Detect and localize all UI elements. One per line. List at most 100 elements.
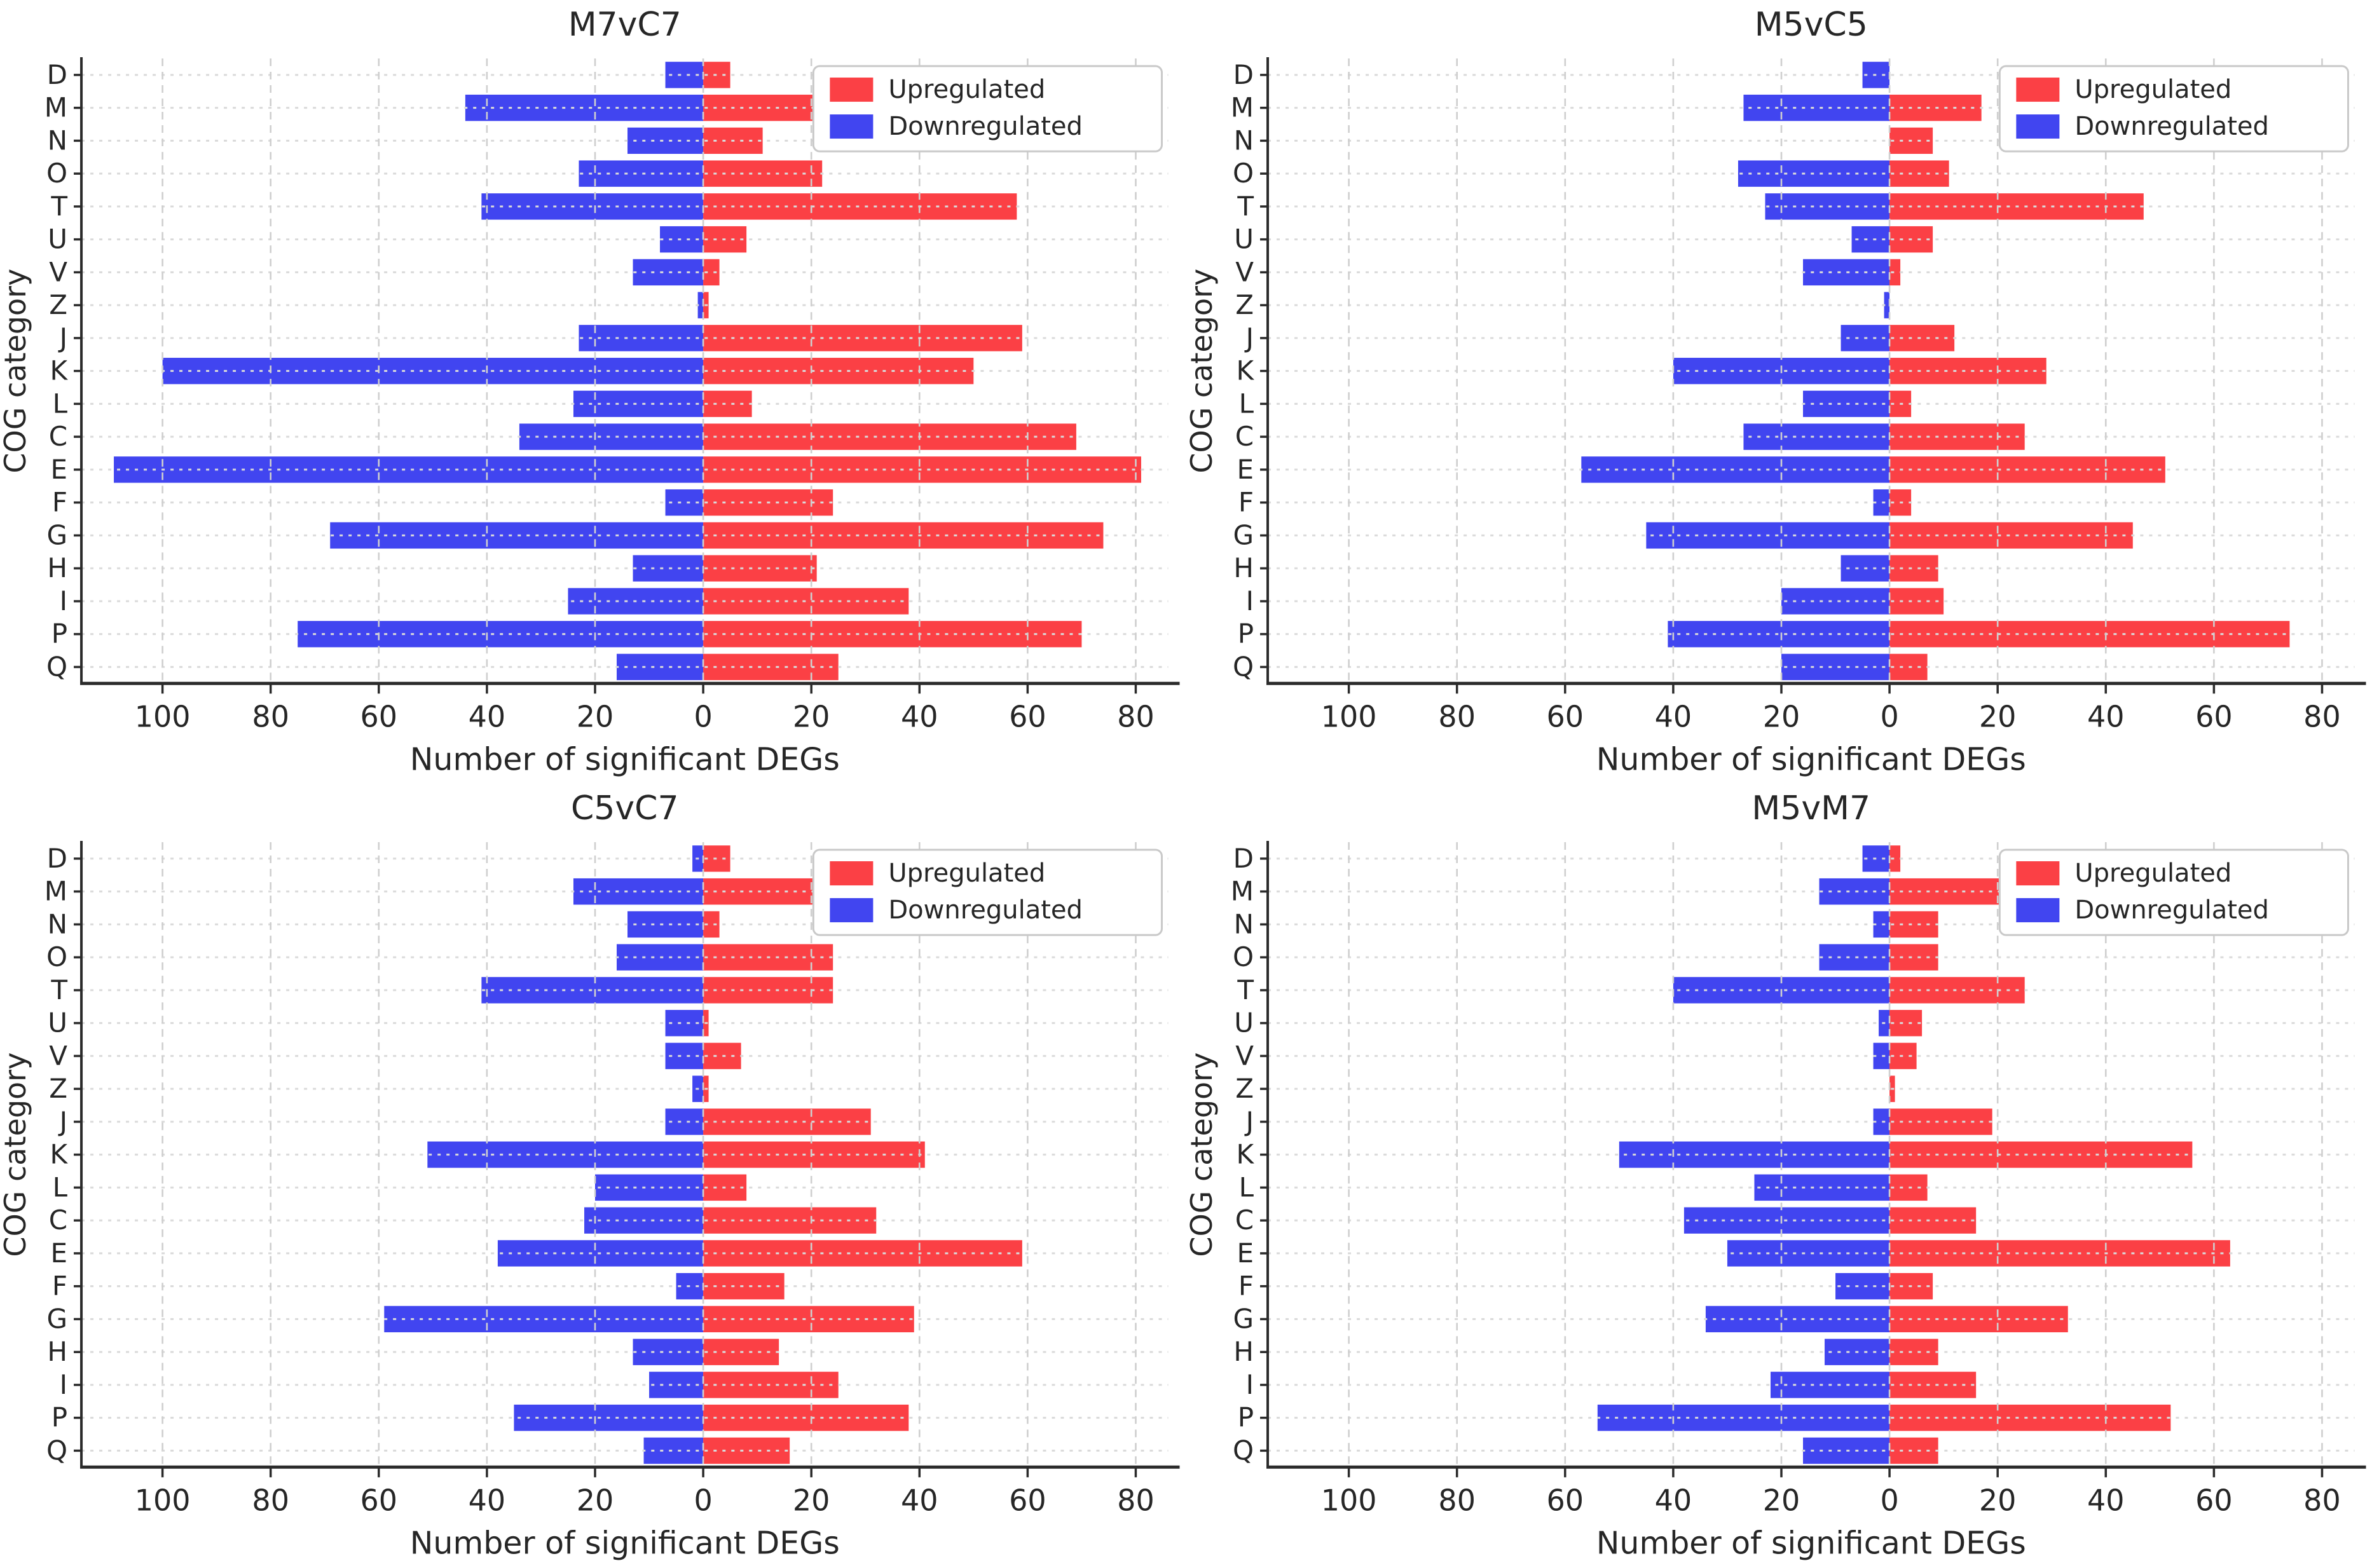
bar-downregulated-T xyxy=(1765,193,1889,219)
ytick-label-E: E xyxy=(50,1237,67,1269)
legend-label-downregulated: Downregulated xyxy=(888,896,1083,925)
bar-downregulated-Q xyxy=(1803,1438,1889,1464)
ytick-label-D: D xyxy=(1233,843,1253,874)
legend-label-upregulated: Upregulated xyxy=(2074,859,2231,888)
x-axis-label: Number of significant DEGs xyxy=(1596,1525,2026,1562)
bar-upregulated-J xyxy=(1889,1109,1992,1135)
xtick-label--100: 100 xyxy=(135,1483,191,1518)
xtick-label-40: 40 xyxy=(901,1483,938,1518)
xtick-label--20: 20 xyxy=(577,1483,614,1518)
ytick-label-U: U xyxy=(48,224,67,255)
ytick-label-H: H xyxy=(47,552,67,583)
ytick-label-H: H xyxy=(47,1336,67,1367)
legend-label-upregulated: Upregulated xyxy=(888,75,1045,104)
ytick-label-I: I xyxy=(60,1369,67,1400)
xtick-label-80: 80 xyxy=(2303,1483,2341,1518)
xtick-label-0: 0 xyxy=(694,1483,712,1518)
ytick-label-D: D xyxy=(1233,59,1253,90)
bar-upregulated-E xyxy=(1889,1241,2230,1267)
ytick-label-V: V xyxy=(49,256,67,287)
bar-downregulated-Q xyxy=(617,654,703,680)
bar-upregulated-P xyxy=(1889,1405,2170,1431)
ytick-label-Q: Q xyxy=(46,651,67,682)
legend-label-upregulated: Upregulated xyxy=(888,859,1045,888)
ytick-label-O: O xyxy=(1232,941,1253,972)
legend-swatch-downregulated xyxy=(2016,114,2059,139)
xtick-label--100: 100 xyxy=(135,699,191,733)
bar-downregulated-C xyxy=(1743,423,1889,449)
legend-swatch-upregulated xyxy=(2016,861,2059,885)
bar-upregulated-H xyxy=(1889,555,1938,581)
panel-title-C5vC7: C5vC7 xyxy=(571,789,679,828)
xtick-label--100: 100 xyxy=(1320,1483,1376,1518)
bar-downregulated-N xyxy=(627,911,703,937)
xtick-label--60: 60 xyxy=(360,699,398,733)
ytick-label-C: C xyxy=(49,1204,67,1236)
bar-upregulated-G xyxy=(703,1306,914,1332)
ytick-label-P: P xyxy=(51,618,67,650)
ytick-label-J: J xyxy=(1244,1106,1253,1137)
xtick-label--40: 40 xyxy=(469,1483,506,1518)
ytick-label-C: C xyxy=(1235,421,1253,452)
ytick-label-M: M xyxy=(1230,876,1253,907)
xtick-label--20: 20 xyxy=(1762,699,1800,733)
bar-downregulated-I xyxy=(649,1372,703,1398)
ytick-label-J: J xyxy=(58,1106,67,1137)
xtick-label--60: 60 xyxy=(1546,699,1584,733)
bar-upregulated-H xyxy=(1889,1339,1938,1365)
ytick-label-M: M xyxy=(1230,92,1253,123)
bar-downregulated-O xyxy=(579,160,703,186)
ytick-label-N: N xyxy=(48,125,67,156)
ytick-label-V: V xyxy=(1235,256,1254,287)
ytick-label-Z: Z xyxy=(1235,289,1254,320)
bar-upregulated-C xyxy=(703,1208,876,1234)
ytick-label-Q: Q xyxy=(1232,651,1253,682)
ytick-label-L: L xyxy=(1238,1172,1254,1203)
ytick-label-K: K xyxy=(1236,1139,1254,1170)
bar-downregulated-V xyxy=(1803,259,1889,285)
ytick-label-G: G xyxy=(46,1304,67,1335)
ytick-label-C: C xyxy=(1235,1204,1253,1236)
xtick-label--20: 20 xyxy=(1762,1483,1800,1518)
ytick-label-F: F xyxy=(52,1271,67,1302)
xtick-label--20: 20 xyxy=(577,699,614,733)
ytick-label-H: H xyxy=(1233,552,1254,583)
ytick-label-M: M xyxy=(45,876,67,907)
ytick-label-U: U xyxy=(48,1007,67,1039)
xtick-label-60: 60 xyxy=(1009,1483,1046,1518)
xtick-label-60: 60 xyxy=(2195,1483,2233,1518)
ytick-label-F: F xyxy=(1238,1271,1253,1302)
legend-label-downregulated: Downregulated xyxy=(2074,896,2269,925)
xtick-label--40: 40 xyxy=(469,699,506,733)
ytick-label-Z: Z xyxy=(1235,1073,1254,1104)
ytick-label-T: T xyxy=(50,191,67,222)
xtick-label-0: 0 xyxy=(694,699,712,733)
ytick-label-I: I xyxy=(1245,585,1253,617)
ytick-label-T: T xyxy=(50,974,67,1006)
ytick-label-K: K xyxy=(50,1139,68,1170)
bar-upregulated-Q xyxy=(1889,1438,1938,1464)
ytick-label-F: F xyxy=(1238,487,1253,518)
panel-title-M5vC5: M5vC5 xyxy=(1754,6,1867,44)
ytick-label-G: G xyxy=(46,519,67,550)
ytick-label-O: O xyxy=(46,941,67,972)
ytick-label-C: C xyxy=(49,421,67,452)
ytick-label-G: G xyxy=(1233,519,1254,550)
xtick-label--40: 40 xyxy=(1654,699,1692,733)
bar-upregulated-L xyxy=(1889,1175,1928,1201)
x-axis-label: Number of significant DEGs xyxy=(410,1525,840,1562)
xtick-label--80: 80 xyxy=(252,699,289,733)
ytick-label-U: U xyxy=(1234,224,1254,255)
bar-downregulated-E xyxy=(1581,456,1889,482)
bar-downregulated-P xyxy=(1597,1405,1889,1431)
ytick-label-Q: Q xyxy=(1232,1435,1253,1466)
legend-swatch-downregulated xyxy=(830,114,873,139)
bar-downregulated-M xyxy=(573,878,703,904)
xtick-label--80: 80 xyxy=(252,1483,289,1518)
ytick-label-T: T xyxy=(1237,974,1254,1006)
